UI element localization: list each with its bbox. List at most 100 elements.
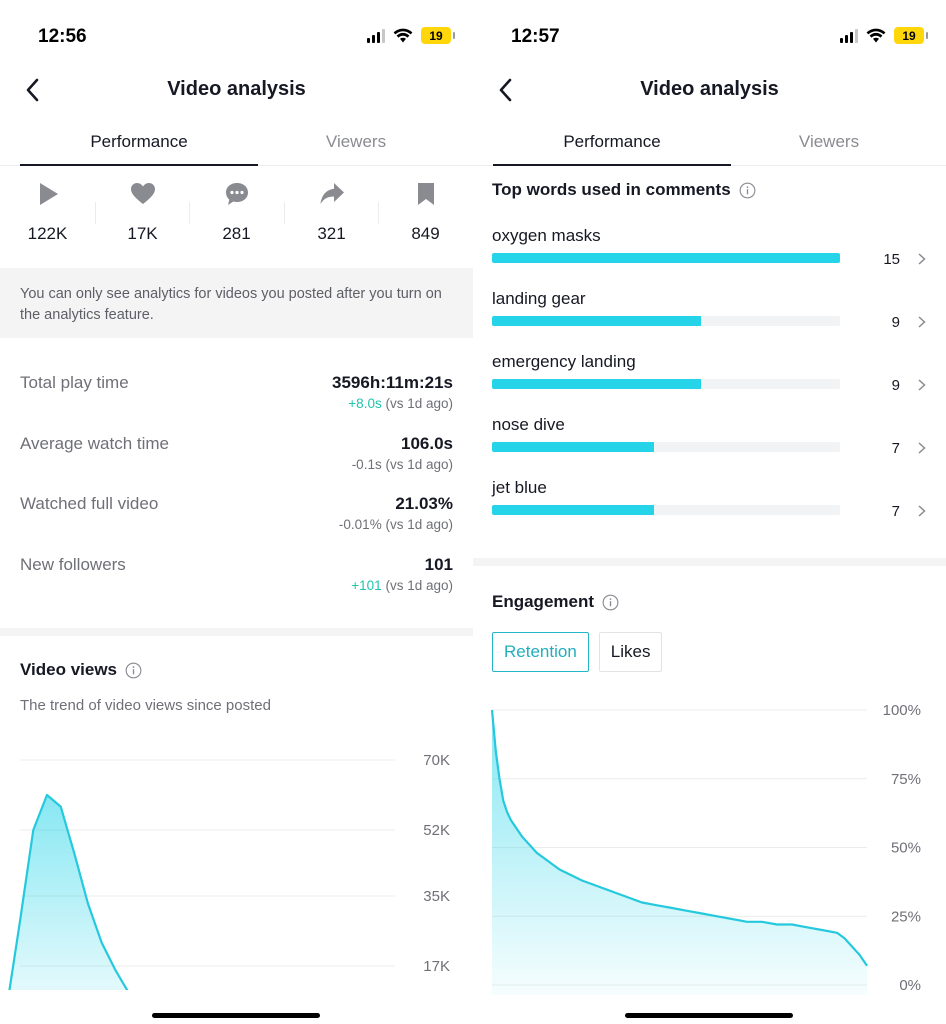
word-count: 7 (891, 503, 900, 520)
word-bar (492, 379, 701, 389)
nav-bar: Video analysis (0, 72, 473, 112)
comment-icon (225, 183, 248, 205)
stat-average-watch-time: Average watch time 106.0s -0.1s (vs 1d a… (20, 423, 453, 484)
stat-delta: +8.0s (vs 1d ago) (348, 396, 453, 411)
stat-change: -0.01% (338, 517, 382, 532)
share-icon (320, 183, 344, 204)
word-count: 9 (891, 377, 900, 394)
wifi-icon (393, 28, 413, 43)
tab-performance[interactable]: Performance (20, 122, 258, 166)
y-tick-label: 75% (891, 771, 921, 788)
status-bar: 12:57 19 (473, 0, 946, 72)
word-count: 7 (891, 440, 900, 457)
word-bar (492, 316, 701, 326)
stat-new-followers: New followers 101 +101 (vs 1d ago) (20, 544, 453, 605)
page-title: Video analysis (167, 78, 306, 100)
status-icons: 19 (840, 27, 928, 44)
left-screen: 12:56 19 Video analysis Performance View… (0, 26, 473, 1018)
metric-saves: 849 (378, 180, 473, 244)
metric-likes: 17K (95, 180, 190, 244)
word-bar-track (492, 379, 840, 389)
metric-divider (378, 202, 379, 224)
stat-label: Watched full video (20, 494, 159, 513)
word-count: 9 (891, 314, 900, 331)
signal-icon (840, 28, 858, 43)
metric-comments: 281 (189, 180, 284, 244)
back-arrow-icon[interactable] (18, 74, 50, 106)
y-tick-label: 35K (423, 888, 450, 905)
stat-suffix: (vs 1d ago) (381, 577, 453, 593)
word-item[interactable]: oxygen masks 15 (492, 222, 932, 285)
video-views-subtitle: The trend of video views since posted (20, 697, 271, 714)
metric-value: 321 (317, 224, 346, 243)
play-icon (39, 183, 58, 205)
y-tick-label: 25% (891, 908, 921, 925)
metric-divider (189, 202, 190, 224)
video-views-chart: 70K 52K 35K 17K (6, 752, 450, 990)
stat-label: New followers (20, 554, 126, 574)
stat-value: 106.0s (401, 433, 453, 453)
metric-divider (95, 202, 96, 224)
wifi-icon (866, 28, 886, 43)
series-line (490, 709, 868, 967)
info-icon[interactable] (602, 594, 619, 611)
section-title-text: Top words used in comments (492, 180, 731, 199)
section-title-text: Engagement (492, 592, 595, 611)
y-tick-label: 0% (899, 977, 921, 994)
word-bar (492, 505, 655, 515)
word-bar (492, 442, 655, 452)
nav-bar: Video analysis (473, 72, 946, 112)
status-icons: 19 (367, 27, 455, 44)
metric-value: 17K (127, 224, 158, 243)
analytics-notice: You can only see analytics for videos yo… (0, 268, 473, 338)
tab-bar: Performance Viewers (473, 122, 946, 166)
back-arrow-icon[interactable] (491, 74, 523, 106)
metrics-row: 122K 17K 281 321 849 (0, 180, 473, 254)
stats-list: Total play time 3596h:11m:21s +8.0s (vs … (20, 362, 453, 604)
word-item[interactable]: emergency landing 9 (492, 348, 932, 411)
word-item[interactable]: nose dive 7 (492, 411, 932, 474)
metric-shares: 321 (284, 180, 379, 244)
tab-viewers[interactable]: Viewers (325, 132, 387, 151)
tab-performance[interactable]: Performance (493, 122, 731, 166)
engagement-toggle-group: Retention Likes (492, 632, 663, 672)
metric-value: 849 (411, 224, 440, 243)
chevron-right-icon[interactable] (916, 378, 928, 392)
info-icon[interactable] (739, 182, 756, 199)
stat-label: Total play time (20, 373, 129, 392)
word-item[interactable]: jet blue 7 (492, 474, 932, 537)
word-label: oxygen masks (492, 226, 601, 245)
retention-toggle[interactable]: Retention (492, 632, 589, 672)
chevron-right-icon[interactable] (916, 504, 928, 518)
chevron-right-icon[interactable] (916, 252, 928, 266)
word-bar-track (492, 505, 840, 515)
stat-label: Average watch time (20, 433, 169, 453)
info-icon[interactable] (125, 662, 142, 679)
stat-delta: -0.01% (vs 1d ago) (339, 517, 453, 532)
word-bar-track (492, 253, 840, 263)
stat-change: +101 (351, 577, 382, 593)
y-tick-label: 70K (423, 752, 450, 769)
chevron-right-icon[interactable] (916, 315, 928, 329)
stat-suffix: (vs 1d ago) (381, 517, 453, 532)
y-tick-label: 17K (423, 958, 450, 975)
home-indicator (152, 1013, 320, 1018)
section-title-text: Video views (20, 660, 118, 679)
likes-toggle[interactable]: Likes (598, 632, 663, 672)
battery-icon: 19 (421, 27, 455, 44)
metric-divider (284, 202, 285, 224)
section-divider (473, 558, 946, 566)
section-divider (0, 628, 473, 636)
word-item[interactable]: landing gear 9 (492, 285, 932, 348)
stat-change: +8.0s (348, 396, 382, 411)
stat-delta: +101 (vs 1d ago) (351, 578, 453, 593)
retention-chart: 100% 75% 50% 25% 0% (490, 702, 921, 995)
word-label: jet blue (492, 478, 547, 497)
tab-viewers[interactable]: Viewers (798, 132, 860, 151)
y-tick-label: 100% (883, 702, 921, 719)
y-tick-label: 50% (891, 840, 921, 857)
engagement-title: Engagement (492, 592, 619, 612)
video-views-title: Video views (20, 660, 142, 680)
chevron-right-icon[interactable] (916, 441, 928, 455)
stat-suffix: (vs 1d ago) (381, 396, 453, 411)
